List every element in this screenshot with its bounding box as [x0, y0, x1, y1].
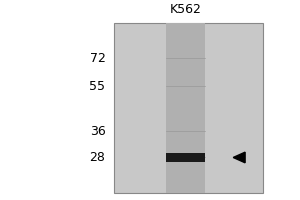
Polygon shape [233, 152, 245, 163]
Bar [114, 23, 263, 193]
Text: 36: 36 [90, 125, 105, 138]
Text: 55: 55 [89, 80, 105, 93]
Bar [166, 153, 205, 162]
Bar [166, 23, 205, 193]
Text: K562: K562 [170, 3, 202, 16]
Text: 72: 72 [89, 52, 105, 65]
Text: 28: 28 [89, 151, 105, 164]
